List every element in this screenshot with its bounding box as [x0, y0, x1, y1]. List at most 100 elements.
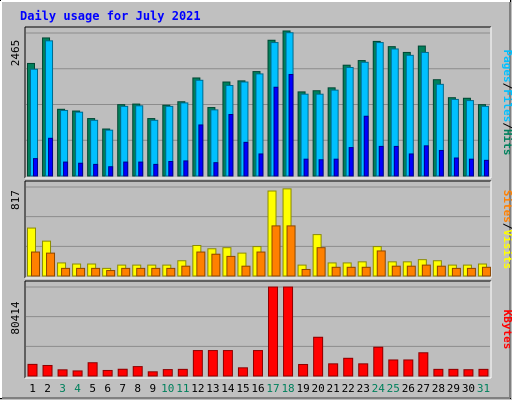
- bar-kbytes-12: [192, 350, 203, 377]
- legend-entry: /: [501, 122, 512, 129]
- x-tick-label-29: 29: [447, 382, 460, 395]
- bar-pages-20: [318, 159, 324, 177]
- x-tick-label-6: 6: [104, 382, 111, 395]
- x-tick-label-4: 4: [74, 382, 81, 395]
- x-tick-label-14: 14: [221, 382, 235, 395]
- bar-sites-10: [166, 267, 176, 277]
- bar-sites-23: [361, 266, 371, 277]
- bar-kbytes-29: [448, 368, 459, 377]
- bar-sites-7: [121, 267, 131, 277]
- x-tick-label-3: 3: [59, 382, 66, 395]
- x-tick-label-12: 12: [191, 382, 204, 395]
- bar-sites-29: [451, 267, 461, 277]
- bar-pages-3: [63, 161, 69, 177]
- bar-pages-10: [168, 160, 174, 177]
- bar-pages-15: [243, 141, 249, 177]
- x-tick-label-1: 1: [29, 382, 36, 395]
- bar-kbytes-11: [177, 368, 188, 377]
- bar-kbytes-27: [418, 352, 429, 377]
- legend-entry: Visits: [501, 230, 512, 270]
- bar-sites-2: [46, 252, 56, 277]
- bar-sites-22: [346, 266, 356, 277]
- bar-pages-30: [468, 158, 474, 177]
- bar-pages-19: [303, 158, 309, 177]
- bar-sites-30: [466, 267, 476, 277]
- bar-pages-25: [393, 145, 399, 177]
- bar-kbytes-31: [478, 368, 489, 377]
- visits-sites-legend: Sites/Visits: [501, 190, 512, 270]
- legend-entry: /: [501, 223, 512, 230]
- bar-sites-6: [106, 270, 116, 277]
- visits-sites-ymax-label: 817: [9, 190, 22, 210]
- bar-sites-26: [406, 265, 416, 277]
- legend-entry: Pages: [501, 50, 512, 83]
- bar-sites-18: [286, 225, 296, 277]
- x-tick-label-27: 27: [417, 382, 430, 395]
- bar-sites-20: [316, 247, 326, 277]
- bar-sites-9: [151, 267, 161, 277]
- bar-kbytes-13: [207, 350, 218, 377]
- x-tick-label-31: 31: [477, 382, 490, 395]
- bar-kbytes-6: [102, 369, 113, 377]
- bar-kbytes-21: [328, 363, 339, 377]
- bar-kbytes-2: [42, 364, 53, 377]
- bar-pages-31: [483, 159, 489, 177]
- bar-kbytes-19: [298, 363, 309, 377]
- bar-pages-12: [198, 124, 204, 177]
- x-tick-label-24: 24: [372, 382, 386, 395]
- chart-title: Daily usage for July 2021: [20, 9, 201, 23]
- bar-sites-19: [301, 268, 311, 277]
- bar-pages-24: [378, 145, 384, 177]
- bar-pages-9: [153, 163, 159, 177]
- bar-sites-21: [331, 266, 341, 277]
- legend-entry: Sites: [501, 190, 512, 223]
- bar-sites-25: [391, 265, 401, 277]
- bar-kbytes-3: [57, 369, 68, 377]
- bar-kbytes-9: [147, 371, 158, 377]
- bar-pages-28: [438, 149, 444, 177]
- bar-kbytes-18: [283, 286, 294, 377]
- bar-sites-31: [481, 266, 491, 277]
- x-tick-label-10: 10: [161, 382, 174, 395]
- bar-kbytes-5: [87, 362, 98, 377]
- bar-kbytes-26: [403, 359, 414, 377]
- bar-pages-1: [33, 158, 38, 177]
- x-tick-label-16: 16: [251, 382, 264, 395]
- bar-sites-13: [211, 253, 221, 277]
- bar-pages-14: [228, 114, 234, 177]
- bar-sites-27: [421, 264, 431, 277]
- bar-pages-11: [183, 160, 189, 177]
- hits-files-pages-legend: Pages/Files/Hits: [501, 50, 512, 156]
- bar-pages-21: [333, 158, 339, 177]
- legend-entry: Files: [501, 89, 512, 122]
- bar-pages-26: [408, 153, 414, 177]
- bar-sites-14: [226, 255, 236, 277]
- bar-pages-8: [138, 161, 144, 177]
- bar-sites-4: [76, 267, 86, 277]
- kbytes-ymax-label: 80414: [9, 301, 22, 334]
- x-tick-label-21: 21: [327, 382, 340, 395]
- bar-kbytes-4: [72, 370, 83, 377]
- visits-sites-panel: 817 Sites/Visits: [9, 180, 512, 279]
- bar-kbytes-17: [268, 286, 279, 377]
- x-tick-label-15: 15: [236, 382, 249, 395]
- bar-kbytes-15: [237, 367, 248, 377]
- x-tick-label-19: 19: [296, 382, 309, 395]
- x-tick-label-2: 2: [44, 382, 51, 395]
- bar-pages-23: [363, 115, 369, 177]
- kbytes-legend: KBytes: [501, 310, 512, 350]
- bar-kbytes-1: [27, 363, 38, 377]
- bar-kbytes-16: [252, 350, 263, 377]
- bar-pages-17: [273, 86, 279, 177]
- legend-entry: Hits: [501, 129, 512, 156]
- bar-kbytes-23: [358, 363, 369, 377]
- bar-sites-5: [91, 267, 101, 277]
- bar-kbytes-7: [117, 368, 128, 377]
- bar-pages-29: [453, 157, 459, 177]
- bar-pages-7: [123, 161, 129, 177]
- x-tick-label-9: 9: [149, 382, 156, 395]
- bar-kbytes-28: [433, 368, 444, 377]
- bar-kbytes-25: [388, 359, 399, 377]
- bar-kbytes-24: [373, 346, 384, 377]
